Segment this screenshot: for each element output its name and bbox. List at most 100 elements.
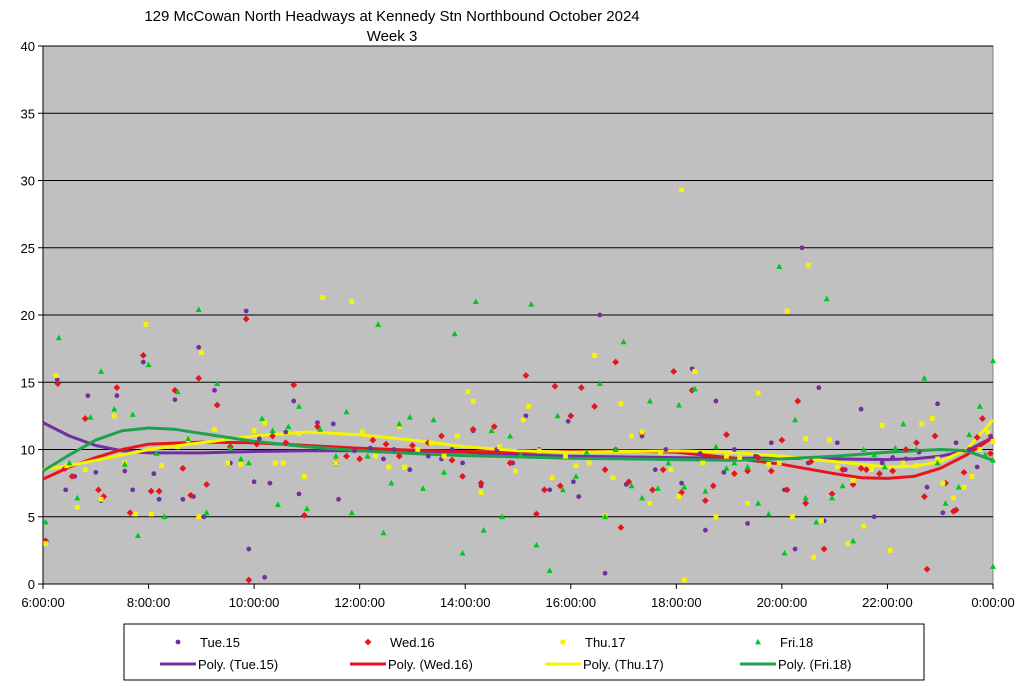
- data-point: [238, 461, 244, 467]
- data-point: [470, 398, 476, 404]
- data-point: [196, 344, 202, 350]
- data-point: [923, 565, 931, 573]
- data-point: [153, 450, 160, 456]
- data-point: [701, 497, 709, 505]
- data-point: [488, 427, 495, 434]
- data-point: [973, 433, 981, 441]
- data-point: [839, 482, 846, 489]
- data-point: [402, 464, 407, 470]
- data-point: [320, 295, 326, 300]
- data-point: [285, 423, 292, 430]
- data-point: [161, 513, 168, 520]
- data-point: [130, 487, 136, 493]
- data-point: [490, 423, 498, 431]
- data-point: [391, 447, 397, 452]
- data-point: [985, 429, 991, 435]
- data-point: [465, 389, 471, 395]
- data-point: [198, 350, 204, 356]
- data-point: [573, 473, 580, 479]
- data-point: [990, 357, 996, 364]
- data-point: [765, 510, 772, 517]
- y-tick-label: 35: [21, 106, 35, 121]
- data-point: [649, 486, 656, 494]
- data-point: [269, 432, 276, 440]
- data-point: [659, 466, 667, 474]
- data-point: [955, 483, 962, 490]
- data-point: [122, 468, 128, 474]
- data-point: [267, 480, 273, 486]
- data-point: [98, 496, 104, 502]
- legend-label: Poly. (Wed.16): [388, 657, 473, 672]
- data-point: [766, 461, 772, 467]
- data-point: [262, 574, 268, 580]
- data-point: [201, 514, 207, 520]
- data-point: [802, 494, 809, 501]
- data-point: [425, 453, 431, 459]
- data-point: [924, 484, 930, 490]
- y-tick-label: 30: [21, 174, 35, 189]
- data-point: [745, 500, 750, 506]
- data-point: [919, 421, 925, 427]
- data-point: [857, 464, 865, 472]
- chart-subtitle: Week 3: [367, 28, 418, 45]
- data-point: [675, 401, 682, 408]
- data-point: [755, 390, 761, 396]
- legend-label: Thu.17: [585, 635, 625, 650]
- data-point: [349, 299, 355, 304]
- legend-entry: Tue.15: [175, 635, 240, 650]
- data-point: [723, 431, 730, 439]
- data-point: [478, 490, 484, 495]
- data-point: [274, 501, 281, 508]
- legend-entry: Poly. (Tue.15): [160, 657, 278, 672]
- legend-label: Tue.15: [200, 635, 240, 650]
- data-point: [546, 567, 553, 573]
- data-point: [850, 537, 857, 544]
- data-point: [497, 444, 502, 450]
- data-point: [966, 431, 973, 438]
- trendline: [42, 426, 994, 473]
- data-point: [54, 377, 60, 382]
- data-point: [259, 415, 266, 421]
- data-point: [692, 369, 698, 374]
- data-point: [670, 368, 678, 375]
- data-point: [454, 433, 460, 439]
- data-point: [889, 467, 897, 475]
- data-point: [790, 514, 795, 520]
- legend-entry: Fri.18: [755, 635, 813, 650]
- data-point: [813, 518, 820, 525]
- data-point: [583, 448, 590, 455]
- data-point: [799, 245, 805, 251]
- data-point: [805, 262, 811, 268]
- data-point: [829, 494, 836, 501]
- data-point: [95, 486, 102, 494]
- data-point: [441, 453, 447, 459]
- data-point: [85, 393, 91, 399]
- data-point: [126, 509, 134, 517]
- data-point: [63, 487, 69, 493]
- data-point: [681, 577, 687, 583]
- legend-marker-swatch: [175, 639, 181, 645]
- data-point: [934, 459, 941, 466]
- data-point: [407, 467, 413, 473]
- data-point: [82, 467, 88, 473]
- data-point: [974, 464, 980, 470]
- data-point: [935, 456, 940, 462]
- data-point: [242, 315, 250, 323]
- data-point: [517, 451, 524, 458]
- data-point: [784, 308, 790, 314]
- data-point: [982, 451, 989, 458]
- x-tick-label: 20:00:00: [757, 595, 808, 610]
- data-point: [573, 463, 579, 469]
- data-point: [333, 460, 339, 466]
- data-point: [451, 330, 458, 337]
- data-point: [668, 467, 674, 473]
- data-point: [602, 570, 608, 576]
- data-point: [175, 444, 180, 450]
- data-point: [987, 433, 993, 439]
- legend-box: [123, 623, 925, 681]
- data-point: [523, 413, 529, 419]
- data-point: [792, 416, 799, 423]
- data-point: [296, 430, 302, 436]
- data-point: [507, 432, 514, 439]
- data-point: [187, 491, 195, 499]
